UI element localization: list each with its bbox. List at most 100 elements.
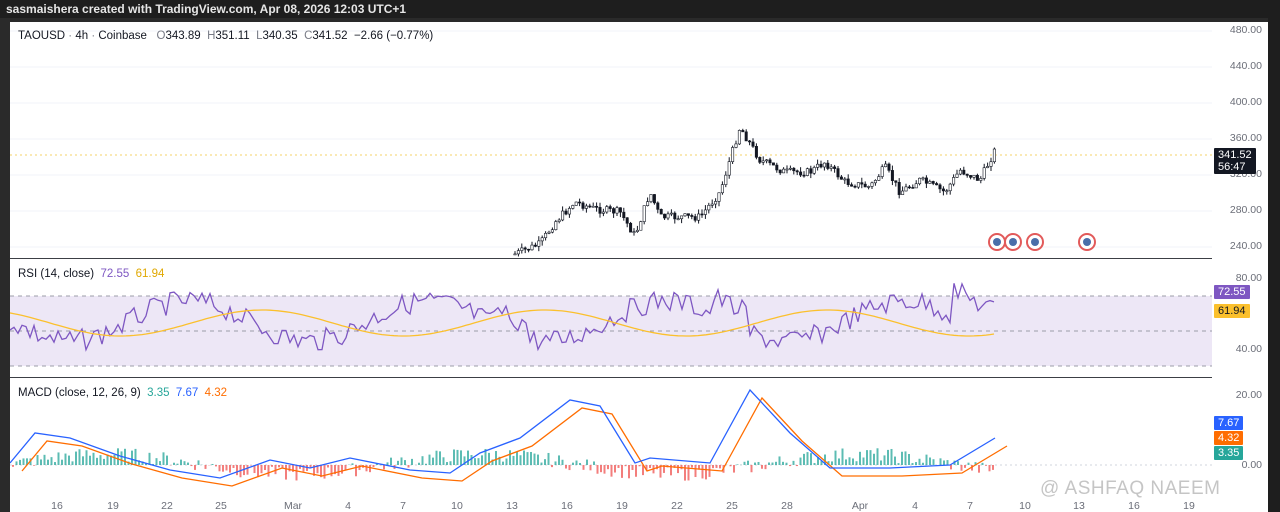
us-flag-icon[interactable]	[1004, 233, 1022, 251]
macd-histogram-bar	[463, 456, 466, 465]
macd-histogram-bar	[145, 463, 147, 465]
candle-body	[792, 167, 796, 172]
us-flag-icon[interactable]	[1026, 233, 1044, 251]
macd-histogram-bar	[638, 465, 641, 467]
watermark: @ ASHFAQ NAEEM	[1040, 478, 1221, 499]
candle-body	[727, 161, 731, 176]
macd-histogram-bar	[15, 461, 18, 465]
macd-histogram-bar	[211, 463, 214, 465]
rsi-title[interactable]: RSI (14, close)	[18, 268, 95, 280]
candle-body	[564, 210, 568, 215]
macd-histogram-bar	[862, 457, 865, 465]
candle-body	[697, 213, 701, 221]
candle-body	[523, 247, 527, 250]
macd-histogram-bar	[173, 462, 175, 465]
macd-title[interactable]: MACD (close, 12, 26, 9)	[18, 387, 141, 399]
macd-signal-tag: 4.32	[1214, 431, 1244, 445]
candle-body	[860, 182, 864, 185]
macd-line	[10, 388, 996, 479]
time-label: 19	[107, 500, 119, 512]
macd-histogram-bar	[246, 465, 249, 475]
macd-histogram-bar	[110, 455, 112, 465]
interval[interactable]: 4h	[75, 30, 89, 42]
candle-body	[921, 177, 925, 180]
macd-histogram-bar	[488, 452, 490, 465]
macd-histogram-bar	[523, 450, 525, 465]
macd-histogram-bar	[365, 465, 368, 472]
macd-histogram-bar	[229, 465, 231, 473]
time-label: 16	[51, 500, 63, 512]
macd-signal-line	[21, 396, 1008, 487]
macd-histogram-bar	[495, 451, 497, 465]
rsi-line	[10, 281, 995, 352]
macd-histogram-bar	[372, 465, 375, 468]
symbol-name[interactable]: TAOUSD	[18, 30, 66, 42]
candle-body	[676, 218, 680, 221]
macd-histogram-bar	[582, 465, 585, 470]
macd-histogram-bar	[551, 465, 553, 468]
rsi-tick: 80.00	[1235, 272, 1262, 284]
time-label: 13	[1073, 500, 1085, 512]
macd-histogram-bar	[537, 454, 539, 465]
macd-histogram-bar	[932, 459, 935, 465]
us-flag-icon[interactable]	[1078, 233, 1096, 251]
rsi-pane[interactable]: RSI (14, close) 72.55 61.94	[10, 259, 1212, 377]
macd-pane[interactable]: MACD (close, 12, 26, 9) 3.35 7.67 4.32	[10, 378, 1212, 496]
pane-divider[interactable]	[10, 377, 1268, 378]
macd-histogram-bar	[554, 461, 557, 465]
macd-histogram-bar	[155, 458, 158, 465]
macd-histogram-bar	[432, 457, 434, 465]
candle-body	[979, 178, 983, 181]
macd-histogram-bar	[866, 450, 868, 465]
pane-divider[interactable]	[10, 258, 1268, 259]
macd-histogram-bar	[68, 455, 70, 465]
candle-body	[816, 163, 820, 168]
candle-body	[652, 194, 656, 204]
candle-body	[785, 168, 789, 171]
macd-histogram-bar	[943, 460, 945, 465]
macd-histogram-bar	[624, 465, 627, 467]
macd-histogram-bar	[334, 465, 336, 475]
price-tick: 400.00	[1229, 96, 1262, 108]
candle-body	[595, 205, 599, 208]
candle-body	[605, 206, 609, 213]
macd-histogram-bar	[918, 458, 921, 465]
candle-body	[928, 181, 932, 184]
price-chart-svg	[10, 30, 1212, 257]
candle-body	[890, 170, 894, 181]
macd-histogram-bar	[635, 465, 637, 477]
macd-histogram-bar	[194, 465, 196, 470]
time-scale[interactable]: 16 19 22 25 Mar 4 7 10 13 16 19 22 25 28…	[10, 496, 1212, 512]
macd-histogram-bar	[603, 465, 606, 474]
candle-body	[717, 192, 721, 202]
macd-histogram-bar	[187, 462, 189, 465]
candle-body	[744, 131, 748, 142]
macd-histogram-bar	[411, 458, 413, 465]
macd-chart-svg	[10, 388, 1212, 487]
macd-histogram-bar	[922, 462, 924, 465]
macd-histogram-bar	[232, 465, 235, 468]
candle-body	[571, 205, 575, 209]
macd-histogram-bar	[915, 462, 917, 465]
macd-histogram-bar	[309, 465, 312, 469]
high-label: H	[207, 30, 216, 42]
macd-histogram-bar	[92, 452, 95, 465]
time-label: 7	[400, 500, 406, 512]
macd-histogram-bar	[876, 448, 879, 465]
macd-histogram-bar	[78, 449, 81, 465]
macd-histogram-bar	[26, 458, 28, 465]
candle-body	[748, 140, 752, 143]
macd-histogram-bar	[894, 456, 896, 465]
macd-histogram-bar	[593, 461, 595, 465]
macd-histogram-bar	[897, 463, 900, 465]
macd-histogram-bar	[330, 465, 333, 477]
macd-histogram-bar	[19, 459, 21, 465]
candle-body	[992, 148, 996, 163]
macd-histogram-bar	[71, 461, 74, 465]
candle-body	[965, 173, 969, 176]
candle-body	[873, 180, 877, 184]
macd-histogram-bar	[614, 465, 616, 473]
price-pane[interactable]: TAOUSD · 4h · Coinbase O343.89 H351.11 L…	[10, 22, 1212, 258]
candle-body	[615, 207, 619, 214]
low-label: L	[256, 30, 263, 42]
